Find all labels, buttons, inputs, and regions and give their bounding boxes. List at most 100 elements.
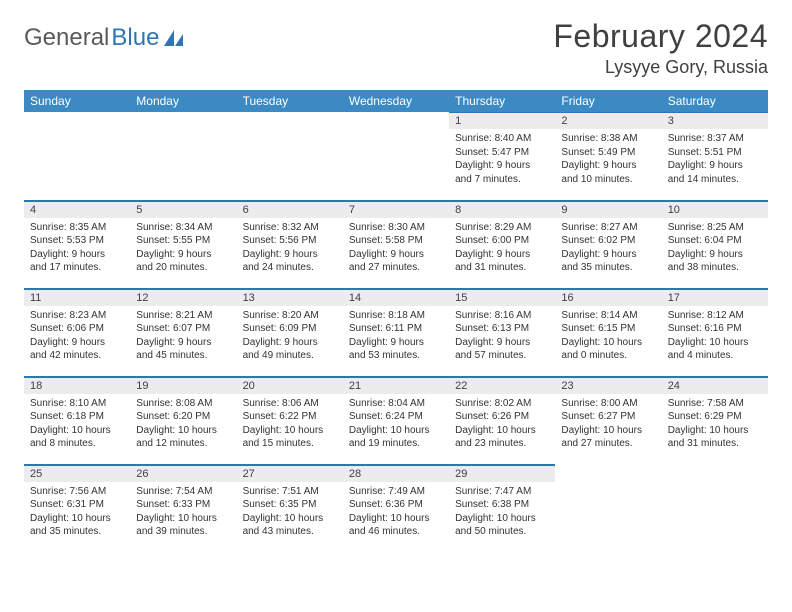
calendar-cell: 28Sunrise: 7:49 AMSunset: 6:36 PMDayligh…: [343, 464, 449, 552]
day-number: 9: [555, 201, 661, 218]
sunset-text: Sunset: 5:47 PM: [455, 146, 549, 160]
sunrise-text: Sunrise: 8:27 AM: [561, 221, 655, 235]
sunset-text: Sunset: 6:26 PM: [455, 410, 549, 424]
day-details: Sunrise: 8:04 AMSunset: 6:24 PMDaylight:…: [343, 394, 449, 455]
sunset-text: Sunset: 6:38 PM: [455, 498, 549, 512]
sunset-text: Sunset: 6:15 PM: [561, 322, 655, 336]
calendar-cell: 29Sunrise: 7:47 AMSunset: 6:38 PMDayligh…: [449, 464, 555, 552]
sunrise-text: Sunrise: 8:37 AM: [668, 132, 762, 146]
day-details: Sunrise: 7:47 AMSunset: 6:38 PMDaylight:…: [449, 482, 555, 543]
day-details: Sunrise: 8:34 AMSunset: 5:55 PMDaylight:…: [130, 218, 236, 279]
day-number: 27: [237, 465, 343, 482]
calendar-cell: 12Sunrise: 8:21 AMSunset: 6:07 PMDayligh…: [130, 288, 236, 376]
daylight-text: Daylight: 9 hours and 17 minutes.: [30, 248, 124, 275]
page-root: GeneralBlue February 2024 Lysyye Gory, R…: [0, 0, 792, 552]
calendar-cell: 15Sunrise: 8:16 AMSunset: 6:13 PMDayligh…: [449, 288, 555, 376]
daylight-text: Daylight: 9 hours and 42 minutes.: [30, 336, 124, 363]
sunset-text: Sunset: 6:27 PM: [561, 410, 655, 424]
title-block: February 2024 Lysyye Gory, Russia: [553, 18, 768, 78]
daylight-text: Daylight: 9 hours and 24 minutes.: [243, 248, 337, 275]
sunset-text: Sunset: 6:29 PM: [668, 410, 762, 424]
day-number: 5: [130, 201, 236, 218]
calendar-cell: 23Sunrise: 8:00 AMSunset: 6:27 PMDayligh…: [555, 376, 661, 464]
calendar-cell: [343, 112, 449, 200]
day-details: Sunrise: 8:20 AMSunset: 6:09 PMDaylight:…: [237, 306, 343, 367]
day-details: Sunrise: 8:18 AMSunset: 6:11 PMDaylight:…: [343, 306, 449, 367]
daylight-text: Daylight: 9 hours and 53 minutes.: [349, 336, 443, 363]
day-number: 2: [555, 112, 661, 129]
day-details: Sunrise: 8:38 AMSunset: 5:49 PMDaylight:…: [555, 129, 661, 190]
calendar-cell: 26Sunrise: 7:54 AMSunset: 6:33 PMDayligh…: [130, 464, 236, 552]
calendar-week-row: 1Sunrise: 8:40 AMSunset: 5:47 PMDaylight…: [24, 112, 768, 200]
calendar-cell: 19Sunrise: 8:08 AMSunset: 6:20 PMDayligh…: [130, 376, 236, 464]
day-details: Sunrise: 8:12 AMSunset: 6:16 PMDaylight:…: [662, 306, 768, 367]
sunrise-text: Sunrise: 8:16 AM: [455, 309, 549, 323]
day-details: Sunrise: 8:30 AMSunset: 5:58 PMDaylight:…: [343, 218, 449, 279]
logo-sail-icon: [163, 29, 185, 47]
sunset-text: Sunset: 5:53 PM: [30, 234, 124, 248]
sunset-text: Sunset: 6:33 PM: [136, 498, 230, 512]
sunrise-text: Sunrise: 8:20 AM: [243, 309, 337, 323]
sunset-text: Sunset: 5:49 PM: [561, 146, 655, 160]
sunrise-text: Sunrise: 8:08 AM: [136, 397, 230, 411]
day-number: 25: [24, 465, 130, 482]
day-number: 22: [449, 377, 555, 394]
daylight-text: Daylight: 10 hours and 8 minutes.: [30, 424, 124, 451]
calendar-cell: 10Sunrise: 8:25 AMSunset: 6:04 PMDayligh…: [662, 200, 768, 288]
sunrise-text: Sunrise: 7:51 AM: [243, 485, 337, 499]
sunrise-text: Sunrise: 8:29 AM: [455, 221, 549, 235]
sunrise-text: Sunrise: 8:21 AM: [136, 309, 230, 323]
daylight-text: Daylight: 9 hours and 14 minutes.: [668, 159, 762, 186]
header: GeneralBlue February 2024 Lysyye Gory, R…: [24, 18, 768, 78]
sunset-text: Sunset: 6:09 PM: [243, 322, 337, 336]
daylight-text: Daylight: 10 hours and 46 minutes.: [349, 512, 443, 539]
day-details: Sunrise: 8:14 AMSunset: 6:15 PMDaylight:…: [555, 306, 661, 367]
sunset-text: Sunset: 6:04 PM: [668, 234, 762, 248]
day-number: 24: [662, 377, 768, 394]
sunset-text: Sunset: 6:00 PM: [455, 234, 549, 248]
sunrise-text: Sunrise: 8:18 AM: [349, 309, 443, 323]
calendar-cell: 4Sunrise: 8:35 AMSunset: 5:53 PMDaylight…: [24, 200, 130, 288]
calendar-cell: 14Sunrise: 8:18 AMSunset: 6:11 PMDayligh…: [343, 288, 449, 376]
sunrise-text: Sunrise: 8:12 AM: [668, 309, 762, 323]
sunset-text: Sunset: 5:58 PM: [349, 234, 443, 248]
day-number: 14: [343, 289, 449, 306]
day-number: 18: [24, 377, 130, 394]
daylight-text: Daylight: 9 hours and 20 minutes.: [136, 248, 230, 275]
calendar-week-row: 11Sunrise: 8:23 AMSunset: 6:06 PMDayligh…: [24, 288, 768, 376]
calendar-cell: 24Sunrise: 7:58 AMSunset: 6:29 PMDayligh…: [662, 376, 768, 464]
daylight-text: Daylight: 9 hours and 49 minutes.: [243, 336, 337, 363]
calendar-cell: 11Sunrise: 8:23 AMSunset: 6:06 PMDayligh…: [24, 288, 130, 376]
day-details: Sunrise: 7:51 AMSunset: 6:35 PMDaylight:…: [237, 482, 343, 543]
day-number: 7: [343, 201, 449, 218]
sunrise-text: Sunrise: 8:35 AM: [30, 221, 124, 235]
sunrise-text: Sunrise: 8:30 AM: [349, 221, 443, 235]
day-number: 26: [130, 465, 236, 482]
calendar-cell: 8Sunrise: 8:29 AMSunset: 6:00 PMDaylight…: [449, 200, 555, 288]
day-details: Sunrise: 8:37 AMSunset: 5:51 PMDaylight:…: [662, 129, 768, 190]
calendar-cell: 16Sunrise: 8:14 AMSunset: 6:15 PMDayligh…: [555, 288, 661, 376]
sunrise-text: Sunrise: 7:56 AM: [30, 485, 124, 499]
day-details: Sunrise: 8:35 AMSunset: 5:53 PMDaylight:…: [24, 218, 130, 279]
calendar-table: SundayMondayTuesdayWednesdayThursdayFrid…: [24, 90, 768, 552]
daylight-text: Daylight: 10 hours and 35 minutes.: [30, 512, 124, 539]
sunrise-text: Sunrise: 8:04 AM: [349, 397, 443, 411]
daylight-text: Daylight: 10 hours and 4 minutes.: [668, 336, 762, 363]
calendar-week-row: 25Sunrise: 7:56 AMSunset: 6:31 PMDayligh…: [24, 464, 768, 552]
daylight-text: Daylight: 10 hours and 0 minutes.: [561, 336, 655, 363]
calendar-cell: 5Sunrise: 8:34 AMSunset: 5:55 PMDaylight…: [130, 200, 236, 288]
sunset-text: Sunset: 6:24 PM: [349, 410, 443, 424]
daylight-text: Daylight: 9 hours and 35 minutes.: [561, 248, 655, 275]
day-details: Sunrise: 8:40 AMSunset: 5:47 PMDaylight:…: [449, 129, 555, 190]
sunset-text: Sunset: 6:20 PM: [136, 410, 230, 424]
daylight-text: Daylight: 9 hours and 38 minutes.: [668, 248, 762, 275]
day-number: 6: [237, 201, 343, 218]
day-of-week-header: Monday: [130, 90, 236, 112]
daylight-text: Daylight: 10 hours and 19 minutes.: [349, 424, 443, 451]
calendar-cell: 9Sunrise: 8:27 AMSunset: 6:02 PMDaylight…: [555, 200, 661, 288]
calendar-cell: 27Sunrise: 7:51 AMSunset: 6:35 PMDayligh…: [237, 464, 343, 552]
daylight-text: Daylight: 9 hours and 31 minutes.: [455, 248, 549, 275]
day-number: 19: [130, 377, 236, 394]
day-details: Sunrise: 8:08 AMSunset: 6:20 PMDaylight:…: [130, 394, 236, 455]
daylight-text: Daylight: 10 hours and 31 minutes.: [668, 424, 762, 451]
